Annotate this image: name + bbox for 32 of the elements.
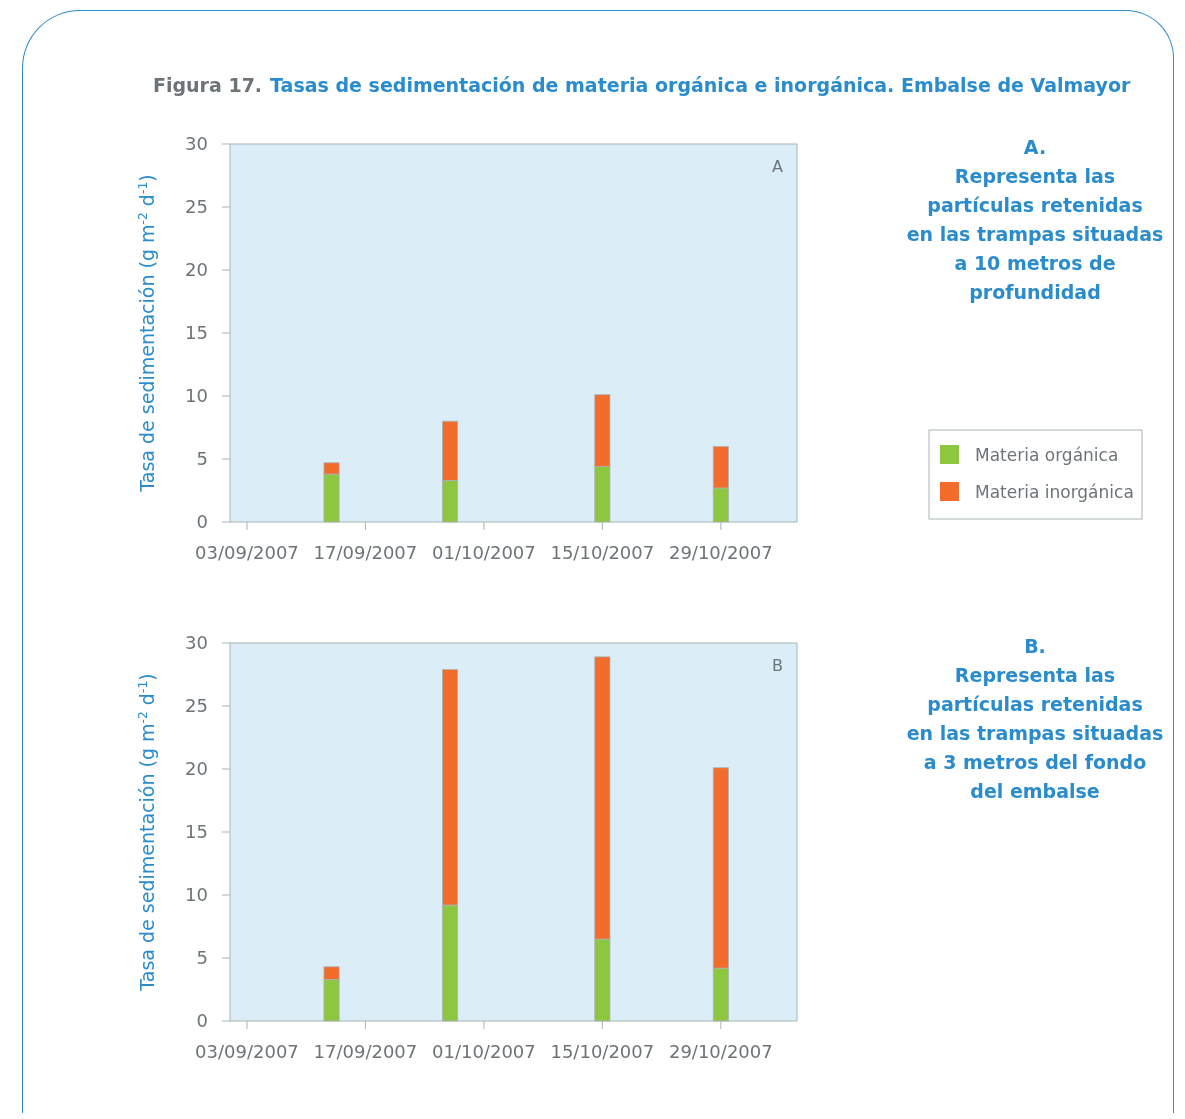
y-tick-label: 10 (185, 884, 208, 906)
x-tick-label: 03/09/2007 (195, 1041, 299, 1062)
y-tick-label: 30 (185, 133, 208, 155)
x-tick-label: 15/10/2007 (550, 542, 655, 563)
x-tick-label: 15/10/2007 (550, 1041, 655, 1062)
y-tick-label: 25 (185, 695, 208, 717)
annotation: B (772, 656, 783, 675)
y-tick-label: 5 (196, 448, 208, 470)
y-tick-label: 0 (196, 1010, 208, 1032)
legend-label: Materia orgánica (975, 444, 1119, 465)
y-tick-label: 5 (196, 947, 208, 969)
y-tick-label: 20 (185, 259, 208, 281)
y-tick-label: 15 (185, 322, 208, 344)
y-tick-label: 30 (185, 632, 208, 654)
y-tick-label: 0 (196, 511, 208, 533)
x-tick-label: 01/10/2007 (432, 1041, 536, 1062)
legend-label: Materia inorgánica (975, 481, 1134, 502)
x-tick-label: 17/09/2007 (313, 1041, 418, 1062)
x-tick-label: 17/09/2007 (313, 542, 418, 563)
text: B. Representa las partículas retenidas en las trampas situadas a 3 metros del fondo del embalse (906, 635, 1164, 802)
x-tick-label: 29/10/2007 (668, 1041, 773, 1062)
x-tick-label: 03/09/2007 (195, 542, 299, 563)
chart-title: Figura 17. (153, 74, 263, 96)
x-tick-label: 29/10/2007 (668, 542, 773, 563)
y-tick-label: 20 (185, 758, 208, 780)
text: A. Representa las partículas retenidas en las trampas situadas a 10 metros de profundidad (906, 136, 1164, 303)
y-tick-label: 15 (185, 821, 208, 843)
y-tick-label: 25 (185, 196, 208, 218)
chart-subtitle: Tasas de sedimentación de materia orgánica e inorgánica. Embalse de Valmayor (270, 74, 1131, 96)
y-tick-label: 10 (185, 385, 208, 407)
annotation: A (772, 157, 784, 176)
x-tick-label: 01/10/2007 (432, 542, 536, 563)
